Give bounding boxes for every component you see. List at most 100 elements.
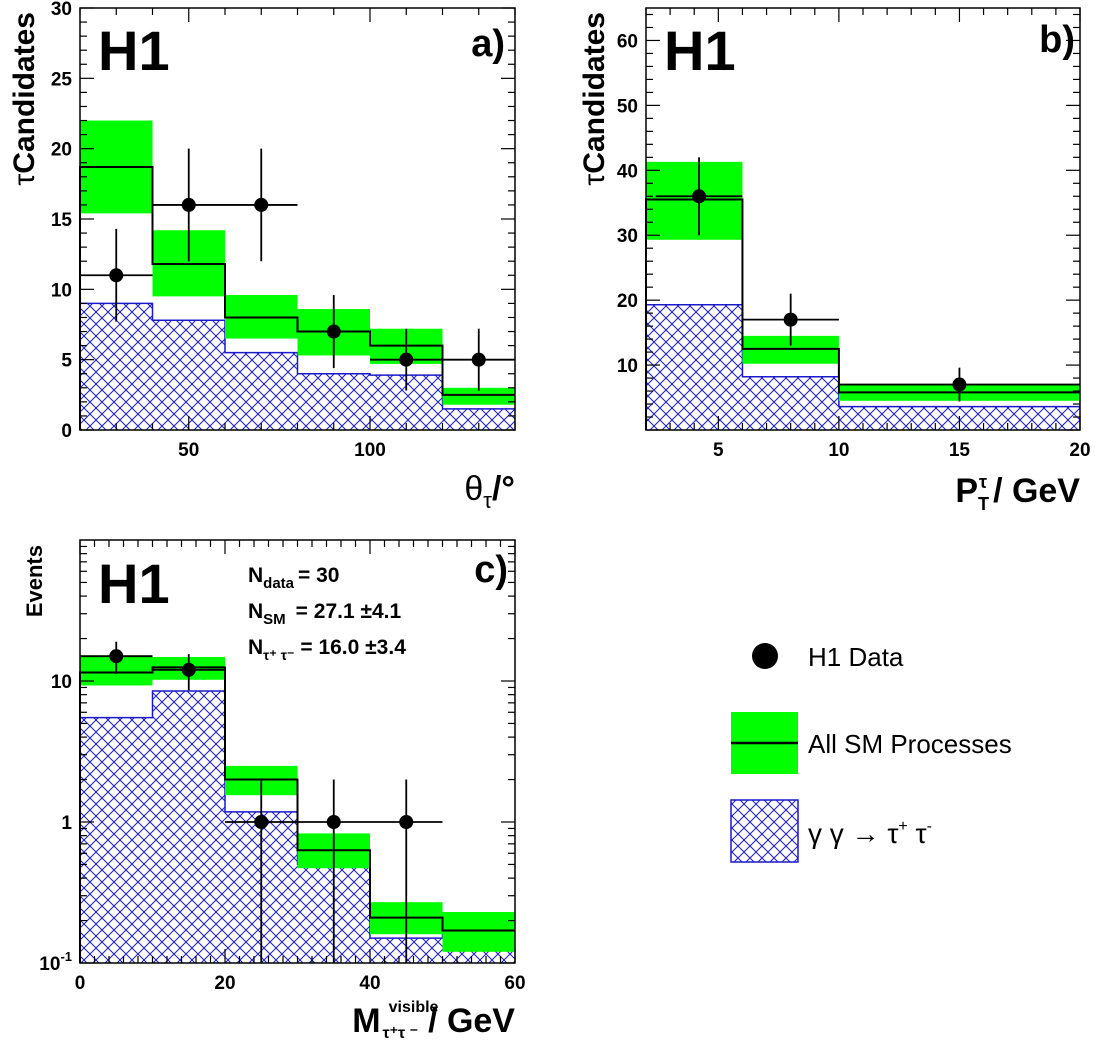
panel-c-data-marker-2 [254,815,269,829]
panel-b-gg-bin-0 [646,304,743,430]
panel-a-xtick-label: 100 [354,440,386,461]
annotation-n-data: Ndata = 30 [248,564,339,592]
panel-c-xtick-label: 0 [75,973,86,994]
panel-a-data-point-0 [80,228,153,322]
panel-b-data-marker-0 [692,189,707,204]
panel-c-data-point-2 [225,779,298,963]
panel-b-ytick-label: 40 [617,161,638,182]
legend-sm-label: All SM Processes [808,729,1012,759]
panel-b-h1-logo: H1 [664,19,736,82]
panel-a-xlabel-unit: /° [492,470,515,508]
panel-a-data-point-4 [370,328,443,391]
panel-c-gg-bin-1 [152,690,225,963]
panel-c-sm-line [79,666,515,963]
panel-a-xtick-label: 50 [178,440,199,461]
panel-a: τCandidates H1 a) θτ/° [8,12,515,513]
legend-gg-label: γ γ → τ+ τ- [808,818,932,849]
panel-a-ylabel-text: Candidates [8,12,41,174]
panel-c-ylabel: Events [22,545,47,617]
panel-a-data-marker-4 [399,352,414,367]
panel-c-data-marker-1 [181,662,196,677]
panel-b-ytick-label: 60 [617,31,638,52]
panel-c-letter: c) [474,549,508,591]
panel-c-ytick-label: 10 [51,672,72,693]
panel-c-ytick-label: 10-1 [39,949,72,975]
panel-b-ytick-label: 50 [617,96,638,117]
panel-b-ylabel-text: Candidates [578,12,611,174]
panel-a-xlabel: θτ/° [464,470,515,513]
panel-c-plot: 0 20 40 60 10-1 1 10 [39,539,526,994]
panel-a-data-point-3 [297,294,370,369]
panel-a-ytick-label: 15 [51,210,73,231]
panel-a-gg-bin-3 [297,373,370,430]
panel-a-data-marker-1 [181,197,196,212]
panel-b-plot: 5 10 15 20 10 20 30 40 50 60 [617,7,1091,461]
panel-b-data-point-2 [838,367,1080,402]
panel-a-data-marker-0 [109,268,124,283]
panel-a-ytick-label: 20 [51,140,72,161]
panel-a-sm-line [79,165,515,430]
panel-a-data-marker-3 [326,324,341,339]
panel-b-ytick-label: 30 [617,226,638,247]
legend-data-label: H1 Data [808,642,904,672]
legend-gg-hatch [730,799,799,863]
panel-a-ytick-label: 5 [61,351,72,372]
panel-a-sm-band-5 [442,387,515,405]
annotation-n-sm: NSM = 27.1 ±4.1 [248,600,402,628]
panel-a-gg-bin-2 [225,352,298,430]
panel-a-ytick-label: 25 [51,69,73,90]
panel-c-xtick-label: 20 [214,973,235,994]
panel-b-data-point-1 [742,293,839,346]
panel-c-xtick-label: 40 [359,973,380,994]
legend-data-marker [752,643,778,669]
panel-b: τCandidates H1 b) PTτ / GeV [578,12,1080,514]
panel-c-data-point-1 [152,654,225,691]
panel-c-annotations: Ndata = 30 NSM = 27.1 ±4.1 Nτ⁺ τ⁻ = 16.0 ±3… [248,564,406,663]
panel-c-sm-band-5 [442,911,515,952]
panel-b-xtick-label: 10 [828,440,849,461]
panel-c-xtick-label: 60 [504,973,525,994]
plot-layer: 50 100 0 5 10 15 20 25 30 5 10 15 20 10 20 30 40 50 60 0 20 4… [39,0,1090,994]
panel-a-ytick-label: 30 [51,0,72,20]
panel-a-letter: a) [471,23,505,65]
panel-a-h1-logo: H1 [98,19,170,82]
panel-b-xlabel-unit: / GeV [993,472,1080,510]
panel-a-plot: 50 100 0 5 10 15 20 25 30 [51,0,516,461]
panel-c-ytick-label: 1 [61,813,72,834]
panel-a-data-point-2 [225,148,298,262]
annotation-n-tautau: Nτ⁺ τ⁻ = 16.0 ±3.4 [248,636,406,663]
panel-a-data-point-1 [152,148,225,262]
panel-c-h1-logo: H1 [98,552,170,615]
panel-b-ylabel: τCandidates [578,12,611,186]
panel-a-gg-bin-5 [442,408,515,430]
panel-b-xtick-label: 15 [949,440,971,461]
panel-c-data-point-0 [80,641,153,675]
panel-a-data-marker-2 [254,197,269,212]
panel-a-gg-bin-1 [152,320,225,430]
legend-entry-gammagamma: γ γ → τ+ τ- [730,799,932,863]
panel-c-gg-bin-0 [80,717,153,963]
panel-b-data-marker-1 [783,312,798,327]
panel-a-xlabel-symbol: θ [464,470,483,508]
legend-entry-data: H1 Data [752,642,904,672]
panel-b-ytick-label: 10 [617,356,638,377]
panel-c-data-marker-4 [399,815,414,829]
panel-c-xlabel-unit: / GeV [428,1002,515,1040]
panel-b-data-point-0 [655,157,743,236]
legend: H1 Data All SM Processes γ γ → τ+ τ- [730,642,1012,863]
panel-c-data-point-3 [297,779,370,963]
panel-c-data-marker-3 [326,815,341,829]
panel-b-ytick-label: 20 [617,291,638,312]
panel-b-data-marker-2 [952,377,967,392]
panel-b-xlabel: PTτ / GeV [955,472,1080,514]
panel-a-gg-bin-0 [80,303,153,430]
panel-a-ytick-label: 0 [61,421,72,442]
panel-b-gg-bin-1 [742,376,839,430]
panel-c-data-marker-0 [109,649,124,664]
panel-b-xtick-label: 5 [713,440,724,461]
panel-a-data-marker-5 [471,352,486,367]
